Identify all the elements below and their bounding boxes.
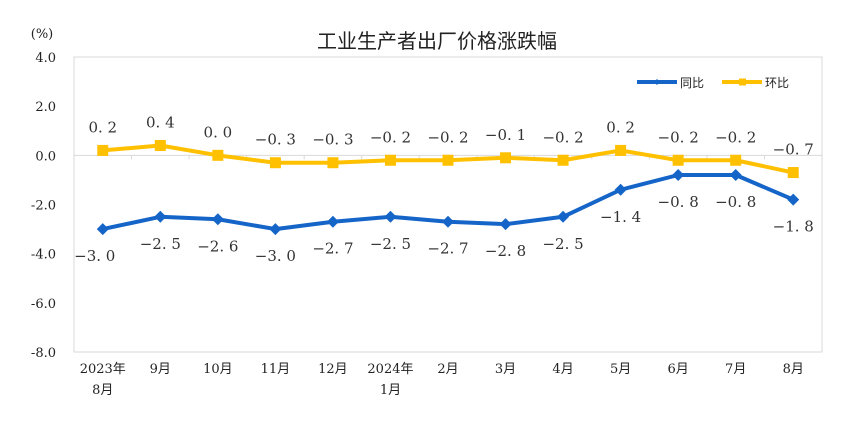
plot-area <box>73 56 823 353</box>
data-point <box>730 154 742 166</box>
data-point <box>672 154 684 166</box>
data-point <box>269 223 282 236</box>
data-point <box>384 210 397 223</box>
x-tick-label: 10月 <box>203 362 233 377</box>
y-tick-label: 2.0 <box>35 100 56 115</box>
data-label: −2. 7 <box>427 240 468 258</box>
x-tick-label: 2月 <box>437 362 458 377</box>
series-mom: 0. 2 0. 4 0. 0 −0. 3 −0. 3 −0. 2 −0. 2 −0. 1 −0.… <box>88 114 814 179</box>
data-point <box>327 157 339 169</box>
legend-label: 环比 <box>765 76 789 90</box>
y-axis-unit: (%) <box>31 27 54 42</box>
legend-marker <box>654 79 660 85</box>
x-tick-label: 5月 <box>610 362 631 377</box>
data-point <box>672 169 685 181</box>
data-point <box>729 169 742 181</box>
legend: 同比 环比 <box>637 76 789 90</box>
data-label: −0. 2 <box>715 128 756 146</box>
data-label: −0. 3 <box>255 131 296 149</box>
data-label: −0. 8 <box>658 193 699 211</box>
y-tick-label: -6.0 <box>31 297 56 312</box>
data-point <box>557 210 570 223</box>
data-point <box>154 140 166 151</box>
x-tick-label: 2023年 <box>80 362 126 377</box>
data-label: −3. 0 <box>74 247 115 265</box>
x-tick-label: 1月 <box>380 383 401 398</box>
x-tick-label: 9月 <box>150 362 171 377</box>
x-tick-label: 7月 <box>725 362 746 377</box>
x-tick-label: 11月 <box>261 362 291 377</box>
data-point <box>500 152 512 164</box>
data-label: −2. 5 <box>542 235 583 253</box>
data-point <box>442 215 454 228</box>
data-label: −2. 8 <box>485 242 526 260</box>
legend-marker <box>739 78 746 86</box>
data-label: −2. 7 <box>312 240 353 258</box>
data-label: −0. 2 <box>658 128 699 146</box>
data-point <box>614 183 627 196</box>
data-label: −0. 2 <box>427 128 468 146</box>
y-tick-label: -8.0 <box>31 346 56 361</box>
data-label: 0. 0 <box>204 123 233 141</box>
data-point <box>269 157 281 169</box>
x-tick-label: 8月 <box>783 362 804 377</box>
data-point <box>499 218 512 231</box>
legend-label: 同比 <box>680 76 704 90</box>
y-tick-label: 0.0 <box>35 149 56 164</box>
data-label: 0. 2 <box>606 118 635 136</box>
x-tick-label: 4月 <box>552 362 573 377</box>
y-tick-label: -2.0 <box>31 199 56 214</box>
data-label: −0. 7 <box>773 141 814 159</box>
data-label: −2. 5 <box>140 235 181 253</box>
data-point <box>557 154 569 166</box>
x-tick-label: 12月 <box>318 362 348 377</box>
data-label: 0. 2 <box>88 118 117 136</box>
series-yoy: −3. 0 −2. 5 −2. 6 −3. 0 −2. 7 −2. 5 −2. 7 −2. 8… <box>74 169 814 265</box>
x-tick-label: 8月 <box>92 383 113 398</box>
y-tick-label: 4.0 <box>35 51 56 66</box>
data-label: −0. 3 <box>312 131 353 149</box>
data-point <box>384 154 396 166</box>
data-point <box>442 154 454 166</box>
data-label: −0. 2 <box>370 128 411 146</box>
chart-title: 工业生产者出厂价格涨跌幅 <box>317 29 557 53</box>
x-tick-label: 3月 <box>495 362 516 377</box>
x-tick-label: 6月 <box>668 362 689 377</box>
data-point <box>787 193 800 206</box>
data-point <box>787 167 799 179</box>
data-point <box>97 144 109 156</box>
x-tick-label: 2024年 <box>367 362 413 377</box>
data-label: −3. 0 <box>255 247 296 265</box>
data-label: −2. 6 <box>197 237 238 255</box>
data-label: −0. 1 <box>485 126 526 144</box>
data-point <box>211 213 224 226</box>
data-label: −2. 5 <box>370 235 411 253</box>
data-point <box>615 144 627 156</box>
data-label: −1. 4 <box>600 208 641 226</box>
y-tick-label: -4.0 <box>31 248 56 263</box>
data-point <box>212 149 224 161</box>
data-label: −1. 8 <box>773 218 814 236</box>
data-label: 0. 4 <box>146 114 175 132</box>
data-point <box>154 210 167 223</box>
data-label: −0. 2 <box>542 128 583 146</box>
data-point <box>326 215 339 228</box>
data-label: −0. 8 <box>715 193 756 211</box>
data-point <box>96 223 109 236</box>
